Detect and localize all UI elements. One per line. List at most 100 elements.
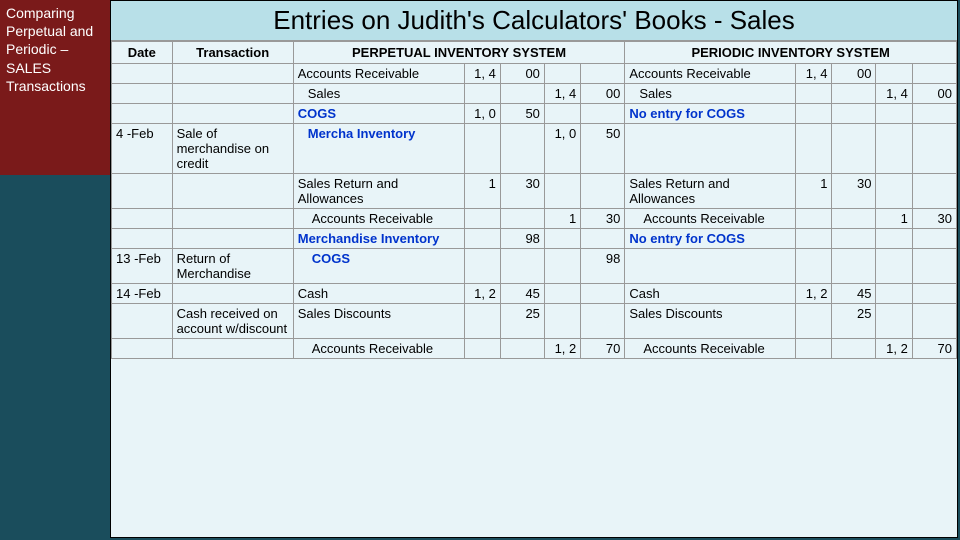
cell: Mercha Inventory [293, 124, 464, 174]
cell: 1 [464, 174, 500, 209]
cell [796, 84, 832, 104]
cell: Accounts Receivable [293, 339, 464, 359]
table-row: 14 -FebCash1, 245Cash1, 245 [112, 284, 957, 304]
cell [544, 104, 580, 124]
cell [876, 284, 912, 304]
cell [112, 229, 173, 249]
cell: 00 [832, 64, 876, 84]
cell [581, 229, 625, 249]
table-row: 4 -FebSale of merchandise on creditMerch… [112, 124, 957, 174]
cell [581, 304, 625, 339]
cell: Accounts Receivable [293, 64, 464, 84]
cell [172, 339, 293, 359]
table-body: Accounts Receivable1, 400Accounts Receiv… [112, 64, 957, 359]
cell [112, 84, 173, 104]
cell [625, 249, 796, 284]
cell: Accounts Receivable [293, 209, 464, 229]
cell [832, 209, 876, 229]
cell [500, 124, 544, 174]
cell: 1, 2 [796, 284, 832, 304]
cell [912, 284, 956, 304]
table-row: COGS1, 050No entry for COGS [112, 104, 957, 124]
cell: Cash received on account w/discount [172, 304, 293, 339]
cell [581, 64, 625, 84]
cell [172, 209, 293, 229]
header-row: Date Transaction PERPETUAL INVENTORY SYS… [112, 42, 957, 64]
cell [544, 249, 580, 284]
cell [464, 249, 500, 284]
cell [464, 209, 500, 229]
cell [500, 84, 544, 104]
header-transaction: Transaction [172, 42, 293, 64]
cell [832, 84, 876, 104]
cell [500, 339, 544, 359]
table-row: Sales Return and Allowances130Sales Retu… [112, 174, 957, 209]
cell [464, 339, 500, 359]
cell [544, 284, 580, 304]
cell: 1, 4 [796, 64, 832, 84]
cell: 70 [581, 339, 625, 359]
cell: 98 [581, 249, 625, 284]
cell [544, 174, 580, 209]
cell [832, 229, 876, 249]
cell: 45 [832, 284, 876, 304]
cell [464, 229, 500, 249]
cell [912, 304, 956, 339]
cell [796, 209, 832, 229]
cell [796, 339, 832, 359]
cell: 1, 4 [544, 84, 580, 104]
cell: 1, 0 [464, 104, 500, 124]
cell [912, 174, 956, 209]
table-container: Entries on Judith's Calculators' Books -… [110, 0, 958, 538]
cell [796, 249, 832, 284]
cell [876, 174, 912, 209]
cell: Sales Discounts [293, 304, 464, 339]
cell: 1, 2 [876, 339, 912, 359]
table-row: 13 -FebReturn of MerchandiseCOGS98 [112, 249, 957, 284]
cell [464, 84, 500, 104]
cell [172, 174, 293, 209]
cell [796, 304, 832, 339]
cell [464, 304, 500, 339]
cell: Cash [625, 284, 796, 304]
cell: 25 [832, 304, 876, 339]
cell: 1 [796, 174, 832, 209]
cell [500, 249, 544, 284]
cell [876, 249, 912, 284]
cell: 30 [581, 209, 625, 229]
cell: 1, 4 [464, 64, 500, 84]
cell [581, 284, 625, 304]
cell [172, 84, 293, 104]
cell [912, 64, 956, 84]
cell [112, 174, 173, 209]
comparison-table: Date Transaction PERPETUAL INVENTORY SYS… [111, 41, 957, 359]
cell [544, 304, 580, 339]
cell [832, 339, 876, 359]
cell [876, 124, 912, 174]
cell: 70 [912, 339, 956, 359]
table-row: Accounts Receivable1, 400Accounts Receiv… [112, 64, 957, 84]
cell: Sale of merchandise on credit [172, 124, 293, 174]
cell: 1, 0 [544, 124, 580, 174]
cell [876, 64, 912, 84]
cell: Sales [625, 84, 796, 104]
cell: Return of Merchandise [172, 249, 293, 284]
cell: No entry for COGS [625, 104, 796, 124]
table-row: Accounts Receivable1, 270Accounts Receiv… [112, 339, 957, 359]
cell: 13 -Feb [112, 249, 173, 284]
table-row: Sales1, 400Sales1, 400 [112, 84, 957, 104]
cell: Cash [293, 284, 464, 304]
cell [112, 304, 173, 339]
cell [912, 124, 956, 174]
cell [544, 229, 580, 249]
cell: Accounts Receivable [625, 64, 796, 84]
cell: 1, 2 [464, 284, 500, 304]
cell [876, 304, 912, 339]
cell: 30 [500, 174, 544, 209]
sidebar-title: Comparing Perpetual and Periodic – SALES… [0, 0, 110, 175]
cell: 30 [832, 174, 876, 209]
cell [112, 339, 173, 359]
cell [832, 249, 876, 284]
cell [796, 229, 832, 249]
cell: 1 [544, 209, 580, 229]
